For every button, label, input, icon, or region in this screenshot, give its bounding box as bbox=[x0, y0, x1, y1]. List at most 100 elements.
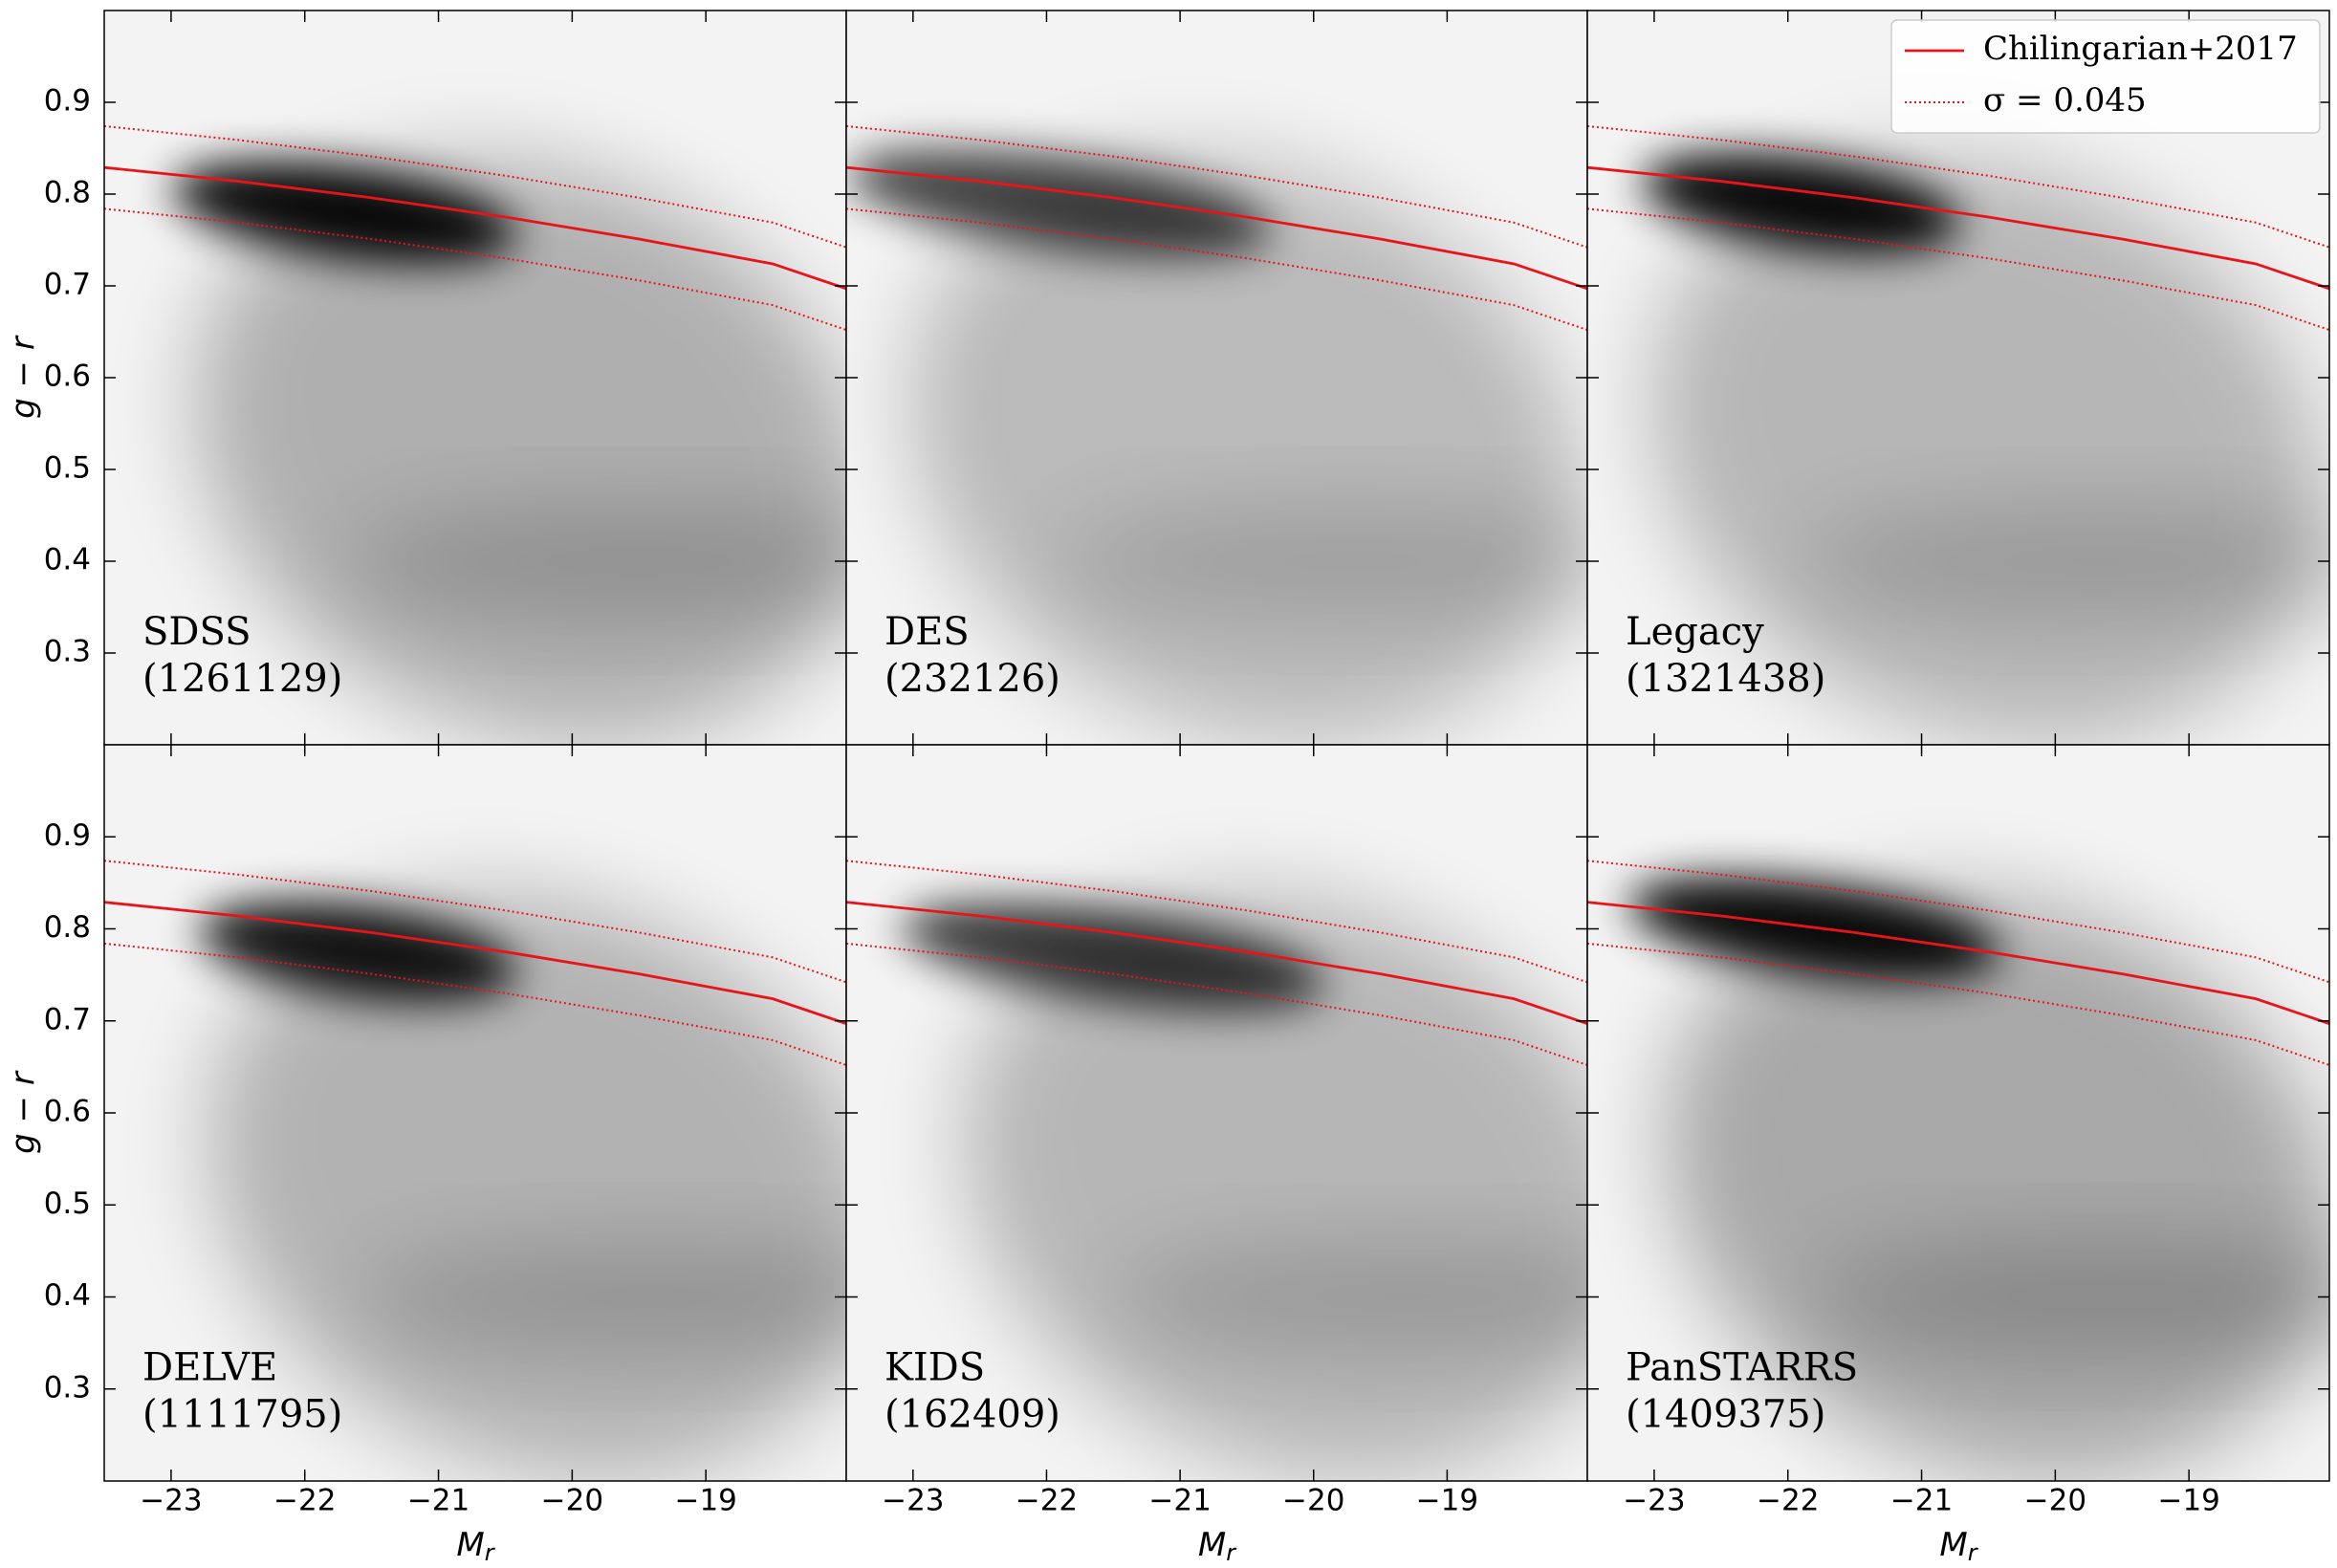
x-axis-label: Mr bbox=[1198, 1526, 1237, 1567]
panel: −23 −22 −21 −20 −19 0.3 0.4 0.5 0.6 0.7 0.8 0.9 DELV… bbox=[5, 744, 847, 1567]
relation-line bbox=[104, 165, 846, 291]
relation-line bbox=[846, 942, 1587, 1066]
y-tick-label: 0.9 bbox=[44, 84, 91, 119]
x-tick-label: −19 bbox=[1416, 1484, 1478, 1518]
x-tick-label: −21 bbox=[1890, 1484, 1953, 1518]
x-tick-label: −20 bbox=[1282, 1484, 1344, 1518]
x-tick-label: −19 bbox=[2157, 1484, 2219, 1518]
relation-line bbox=[104, 901, 846, 1025]
relation-line bbox=[846, 165, 1587, 291]
y-axis-label: g − r bbox=[5, 335, 43, 419]
y-tick-label: 0.5 bbox=[44, 1187, 91, 1221]
y-tick-label: 0.8 bbox=[44, 176, 91, 210]
relation-lines bbox=[104, 124, 846, 332]
y-tick-label: 0.5 bbox=[44, 451, 91, 486]
panel-count: (162409) bbox=[885, 1393, 1060, 1437]
panel-title: DELVE bbox=[142, 1346, 277, 1390]
density-core bbox=[1642, 152, 1960, 254]
legend: Chilingarian+2017 σ = 0.045 bbox=[1890, 19, 2321, 134]
density bbox=[104, 11, 846, 745]
density-tail bbox=[1059, 504, 1587, 619]
relation-lines bbox=[1587, 124, 2329, 332]
y-axis-label: g − r bbox=[5, 1070, 43, 1154]
relation-line bbox=[104, 124, 846, 249]
density bbox=[846, 11, 1587, 745]
panel-count: (1261129) bbox=[142, 657, 342, 701]
x-tick-label: −23 bbox=[140, 1484, 202, 1518]
relation-lines bbox=[846, 860, 1587, 1066]
panel-title: KIDS bbox=[885, 1346, 985, 1390]
relation-lines bbox=[104, 860, 846, 1066]
relation-line bbox=[1587, 124, 2329, 249]
relation-line bbox=[846, 207, 1587, 332]
x-tick-label: −23 bbox=[1623, 1484, 1685, 1518]
density-core bbox=[172, 161, 517, 265]
panel: 0.3 0.4 0.5 0.6 0.7 0.8 0.9 SDSS(1261129) g − r bbox=[5, 10, 847, 746]
panel-count: (1111795) bbox=[142, 1393, 342, 1437]
panel-title: SDSS bbox=[142, 610, 251, 654]
y-tick-label: 0.4 bbox=[44, 1278, 91, 1313]
y-tick-label: 0.6 bbox=[44, 359, 91, 394]
panel: DES(232126) bbox=[845, 10, 1588, 746]
legend-label: Chilingarian+2017 bbox=[1983, 30, 2298, 68]
x-axis-label-sub: r bbox=[485, 1539, 496, 1566]
x-axis-label-sub: r bbox=[1968, 1539, 1979, 1566]
panel-title: PanSTARRS bbox=[1626, 1346, 1858, 1390]
panel-count: (1321438) bbox=[1626, 657, 1825, 701]
x-tick-label: −22 bbox=[1016, 1484, 1078, 1518]
relation-line bbox=[1587, 942, 2329, 1066]
relation-line bbox=[1587, 165, 2329, 291]
relation-line bbox=[1587, 860, 2329, 984]
y-tick-label: 0.8 bbox=[44, 910, 91, 945]
relation-lines bbox=[846, 124, 1587, 332]
panel-count: (1409375) bbox=[1626, 1393, 1825, 1437]
density-tail bbox=[1814, 1239, 2329, 1355]
density-tail bbox=[1113, 1239, 1587, 1355]
x-tick-label: −20 bbox=[541, 1484, 603, 1518]
y-tick-label: 0.3 bbox=[44, 635, 91, 669]
y-tick-label: 0.6 bbox=[44, 1095, 91, 1129]
x-tick-label: −22 bbox=[1757, 1484, 1819, 1518]
panel: Legacy(1321438) Chilingarian+2017 σ = 0.04… bbox=[1586, 10, 2330, 746]
relation-line bbox=[846, 901, 1587, 1025]
x-tick-label: −19 bbox=[674, 1484, 736, 1518]
density bbox=[1587, 11, 2329, 745]
density-core bbox=[848, 148, 1272, 258]
x-axis-label: Mr bbox=[1939, 1526, 1978, 1567]
panel: −23 −22 −21 −20 −19 PanSTARRS(1409375) Mr bbox=[1586, 744, 2330, 1567]
density-tail bbox=[358, 1239, 846, 1355]
x-tick-label: −21 bbox=[1148, 1484, 1211, 1518]
panel: −23 −22 −21 −20 −19 KIDS(162409) Mr bbox=[845, 744, 1588, 1567]
legend-label: σ = 0.045 bbox=[1983, 81, 2147, 120]
density bbox=[1587, 745, 2329, 1481]
x-tick-label: −23 bbox=[882, 1484, 944, 1518]
x-tick-label: −20 bbox=[2024, 1484, 2086, 1518]
x-axis-label: Mr bbox=[456, 1526, 495, 1567]
density-core bbox=[901, 902, 1325, 1012]
density bbox=[104, 745, 846, 1481]
legend-box bbox=[1890, 19, 2321, 134]
x-axis-label-main: M bbox=[456, 1526, 484, 1564]
relation-line bbox=[1587, 901, 2329, 1025]
density-core bbox=[199, 901, 517, 1003]
density-tail bbox=[344, 504, 846, 619]
y-tick-label: 0.4 bbox=[44, 543, 91, 577]
panel-count: (232126) bbox=[885, 657, 1060, 701]
y-tick-label: 0.3 bbox=[44, 1370, 91, 1405]
relation-lines bbox=[1587, 860, 2329, 1066]
x-tick-label: −22 bbox=[273, 1484, 336, 1518]
x-axis-label-main: M bbox=[1198, 1526, 1226, 1564]
x-axis-label-sub: r bbox=[1226, 1539, 1237, 1566]
relation-line bbox=[104, 860, 846, 984]
density-tail bbox=[1801, 504, 2329, 619]
relation-line bbox=[104, 942, 846, 1066]
y-tick-label: 0.7 bbox=[44, 268, 91, 302]
x-axis-label-main: M bbox=[1939, 1526, 1967, 1564]
relation-line bbox=[1587, 207, 2329, 332]
relation-line bbox=[846, 124, 1587, 249]
y-tick-label: 0.9 bbox=[44, 818, 91, 853]
density bbox=[846, 745, 1587, 1481]
panel-title: DES bbox=[885, 610, 970, 654]
x-tick-label: −21 bbox=[407, 1484, 470, 1518]
